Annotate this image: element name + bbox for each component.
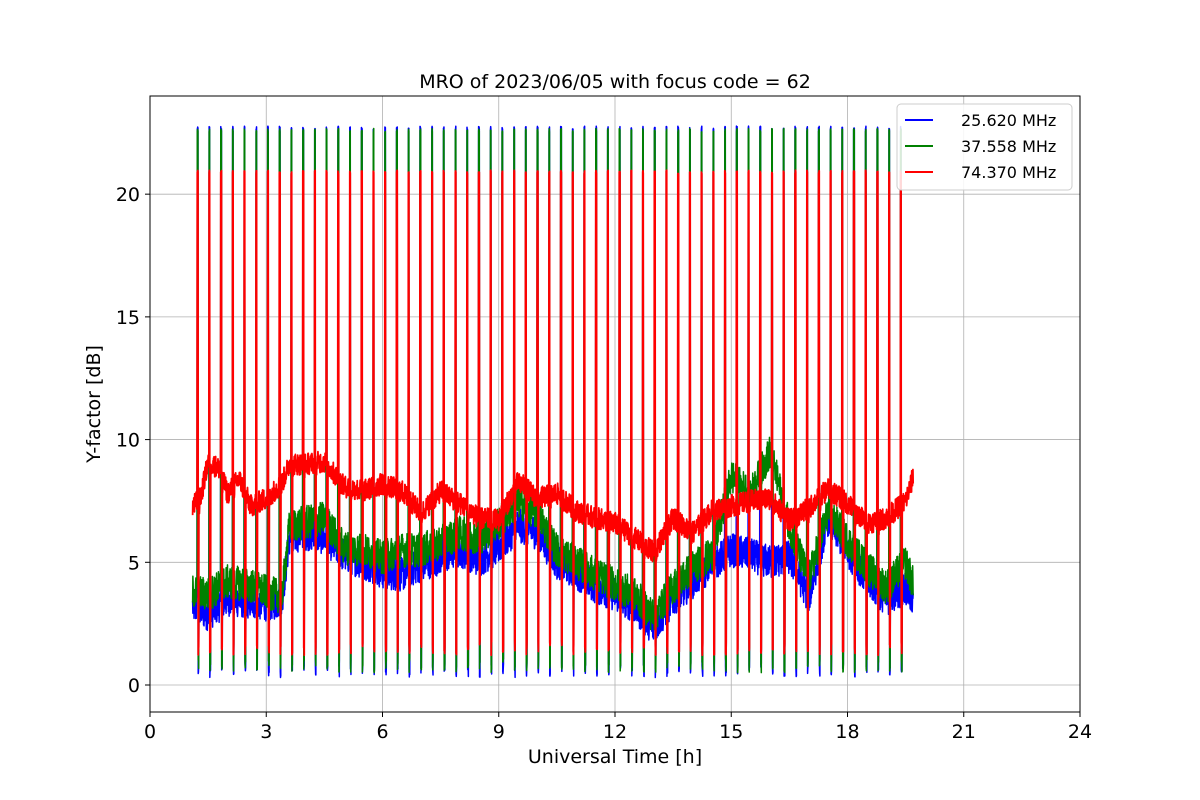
legend-label-2: 74.370 MHz <box>961 163 1056 182</box>
series-line-25-620-mhz <box>191 125 914 679</box>
y-tick-label-0: 0 <box>128 675 140 697</box>
chart-title: MRO of 2023/06/05 with focus code = 62 <box>419 71 811 93</box>
series-line-74-370-mhz <box>191 169 915 657</box>
y-tick-label-3: 15 <box>116 307 140 329</box>
x-tick-label-6: 18 <box>835 721 859 743</box>
x-tick-label-0: 0 <box>144 721 156 743</box>
y-axis-ticks: 0 5 10 15 20 <box>116 184 150 697</box>
y-axis-label: Y-factor [dB] <box>83 345 105 464</box>
x-tick-label-2: 6 <box>376 721 388 743</box>
y-tick-label-4: 20 <box>116 184 140 206</box>
legend-box <box>896 103 1073 191</box>
x-tick-label-4: 12 <box>603 721 627 743</box>
legend-label-0: 25.620 MHz <box>961 111 1056 130</box>
x-axis-ticks: 0 3 6 9 12 15 18 21 24 <box>144 712 1092 743</box>
y-tick-label-2: 10 <box>116 430 140 452</box>
series-line-37-558-mhz <box>191 127 914 674</box>
x-tick-label-8: 24 <box>1068 721 1092 743</box>
legend: 25.620 MHz 37.558 MHz 74.370 MHz <box>896 103 1073 191</box>
x-tick-label-5: 15 <box>719 721 743 743</box>
x-tick-label-3: 9 <box>493 721 505 743</box>
y-tick-label-1: 5 <box>128 552 140 574</box>
x-axis-label: Universal Time [h] <box>528 746 702 768</box>
x-tick-label-7: 21 <box>952 721 976 743</box>
legend-label-1: 37.558 MHz <box>961 137 1056 156</box>
plot-series-group <box>191 125 915 679</box>
x-tick-label-1: 3 <box>260 721 272 743</box>
